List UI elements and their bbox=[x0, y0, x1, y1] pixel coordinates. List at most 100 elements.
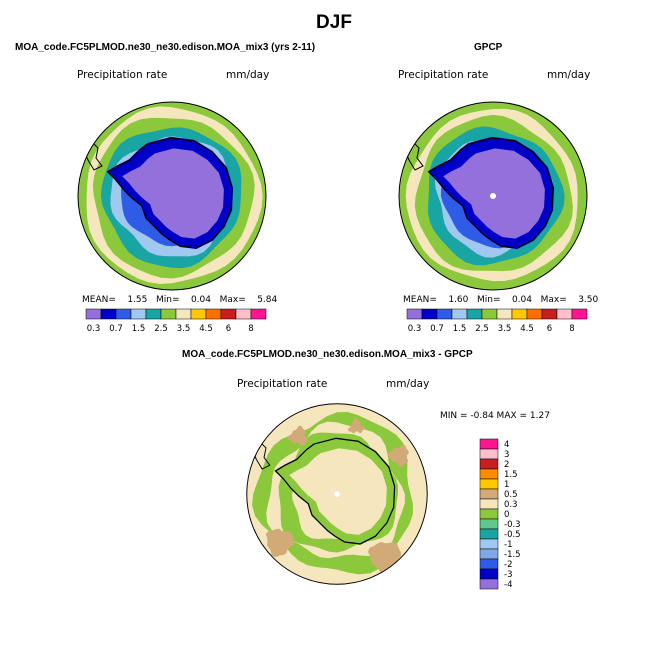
diff-colorbar-swatch bbox=[479, 458, 499, 470]
diff-colorbar-tick-label: -0.5 bbox=[504, 530, 521, 540]
obs-colorbar-tick-label: 8 bbox=[569, 324, 574, 333]
model-panel-title: MOA_code.FC5PLMOD.ne30_ne30.edison.MOA_m… bbox=[15, 42, 316, 53]
obs-min-value: 0.04 bbox=[511, 295, 532, 305]
model-colorbar-swatch bbox=[160, 308, 177, 320]
diff-map-border bbox=[246, 403, 428, 585]
diff-colorbar-swatch bbox=[479, 558, 499, 570]
model-colorbar-swatch bbox=[130, 308, 147, 320]
model-colorbar-swatch bbox=[115, 308, 132, 320]
diff-colorbar-tick-label: 3 bbox=[504, 450, 509, 460]
diff-colorbar-swatch bbox=[479, 498, 499, 510]
obs-mean-label: MEAN= bbox=[403, 295, 437, 305]
diff-colorbar-swatch bbox=[479, 568, 499, 580]
obs-max-label: Max= bbox=[540, 295, 567, 305]
diff-units-label: mm/day bbox=[386, 378, 430, 390]
model-max-value: 5.84 bbox=[257, 295, 278, 305]
diff-colorbar-tick-label: 4 bbox=[504, 440, 509, 450]
obs-colorbar-swatch bbox=[451, 308, 468, 320]
obs-map bbox=[398, 101, 588, 291]
model-min-value: 0.04 bbox=[190, 295, 211, 305]
model-stats: MEAN= 1.55 Min= 0.04 Max= 5.84 bbox=[82, 295, 277, 305]
obs-variable-label: Precipitation rate bbox=[398, 69, 489, 81]
diff-panel-title: MOA_code.FC5PLMOD.ne30_ne30.edison.MOA_m… bbox=[182, 349, 473, 360]
diff-colorbar-swatch bbox=[479, 528, 499, 540]
model-coastline bbox=[106, 137, 233, 249]
model-mean-label: MEAN= bbox=[82, 295, 116, 305]
model-colorbar-tick-label: 3.5 bbox=[177, 324, 191, 333]
obs-colorbar-tick-label: 6 bbox=[547, 324, 552, 333]
obs-colorbar-tick-label: 0.3 bbox=[408, 324, 422, 333]
model-colorbar-swatch bbox=[85, 308, 102, 320]
obs-colorbar-tick-label: 1.5 bbox=[453, 324, 467, 333]
diff-colorbar-tick-label: -4 bbox=[504, 580, 512, 590]
diff-pole-marker bbox=[334, 491, 340, 497]
obs-colorbar-tick-label: 2.5 bbox=[475, 324, 489, 333]
obs-colorbar-tick-label: 0.7 bbox=[430, 324, 444, 333]
model-min-label: Min= bbox=[155, 295, 180, 305]
obs-panel-title: GPCP bbox=[474, 42, 503, 53]
diff-colorbar-swatch bbox=[479, 448, 499, 460]
diff-colorbar-tick-label: 0.5 bbox=[504, 490, 518, 500]
obs-mean-value: 1.60 bbox=[448, 295, 469, 305]
model-colorbar-tick-label: 8 bbox=[248, 324, 253, 333]
obs-max-value: 3.50 bbox=[578, 295, 599, 305]
diff-colorbar-tick-label: 0.3 bbox=[504, 500, 518, 510]
model-colorbar-tick-label: 2.5 bbox=[154, 324, 168, 333]
diff-colorbar-swatch bbox=[479, 518, 499, 530]
model-colorbar-tick-label: 6 bbox=[226, 324, 231, 333]
diff-colorbar-swatch bbox=[479, 578, 499, 590]
model-mean-value: 1.55 bbox=[127, 295, 148, 305]
diff-colorbar-swatch bbox=[479, 548, 499, 560]
diff-map bbox=[246, 403, 428, 585]
diff-colorbar-swatch bbox=[479, 508, 499, 520]
obs-units-label: mm/day bbox=[547, 69, 591, 81]
obs-colorbar-swatch bbox=[436, 308, 453, 320]
obs-colorbar: 0.3 0.7 1.5 2.5 3.5 4.5 6 8 bbox=[406, 308, 588, 333]
diff-colorbar-tick-label: -2 bbox=[504, 560, 512, 570]
diff-tan-patch-2 bbox=[387, 444, 409, 467]
model-colorbar-swatch bbox=[250, 308, 267, 320]
obs-field bbox=[399, 102, 587, 290]
model-colorbar-swatch bbox=[220, 308, 237, 320]
obs-colorbar-swatch bbox=[526, 308, 543, 320]
obs-colorbar-swatch bbox=[571, 308, 588, 320]
diff-colorbar-tick-label: 2 bbox=[504, 460, 509, 470]
diff-tan-patch-3 bbox=[287, 425, 308, 446]
model-colorbar-tick-label: 4.5 bbox=[199, 324, 213, 333]
model-field bbox=[78, 102, 266, 290]
model-max-label: Max= bbox=[219, 295, 246, 305]
diff-variable-label: Precipitation rate bbox=[237, 378, 328, 390]
diff-orange-patch bbox=[387, 571, 404, 585]
model-units-label: mm/day bbox=[226, 69, 270, 81]
obs-map-border bbox=[398, 101, 588, 291]
diff-colorbar-tick-label: -1 bbox=[504, 540, 512, 550]
model-colorbar-tick-label: 0.3 bbox=[87, 324, 101, 333]
obs-colorbar-swatch bbox=[406, 308, 423, 320]
diff-tan-patch-4 bbox=[347, 417, 365, 434]
obs-colorbar-swatch bbox=[541, 308, 558, 320]
model-colorbar-swatch bbox=[175, 308, 192, 320]
obs-colorbar-tick-label: 3.5 bbox=[498, 324, 512, 333]
model-colorbar: 0.3 0.7 1.5 2.5 3.5 4.5 6 8 bbox=[85, 308, 267, 333]
model-map bbox=[77, 101, 267, 291]
obs-colorbar-tick-label: 4.5 bbox=[520, 324, 534, 333]
diff-stats: MIN = -0.84 MAX = 1.27 bbox=[440, 411, 550, 421]
page-title: DJF bbox=[316, 12, 352, 33]
diff-colorbar-swatch bbox=[479, 488, 499, 500]
diff-tan-patch-0 bbox=[265, 528, 295, 558]
obs-min-label: Min= bbox=[476, 295, 501, 305]
model-colorbar-tick-label: 0.7 bbox=[109, 324, 123, 333]
obs-coastline bbox=[427, 137, 554, 249]
model-colorbar-swatch bbox=[235, 308, 252, 320]
model-interior-fill bbox=[122, 148, 224, 239]
diff-colorbar-tick-label: -1.5 bbox=[504, 550, 521, 560]
diff-colorbar-tick-label: -3 bbox=[504, 570, 512, 580]
diff-colorbar-swatch bbox=[479, 438, 499, 450]
obs-colorbar-swatch bbox=[511, 308, 528, 320]
diff-colorbar-swatch bbox=[479, 468, 499, 480]
obs-colorbar-swatch bbox=[481, 308, 498, 320]
diff-colorbar-tick-label: 1.5 bbox=[504, 470, 518, 480]
diff-colorbar-swatch bbox=[479, 478, 499, 490]
obs-colorbar-swatch bbox=[556, 308, 573, 320]
